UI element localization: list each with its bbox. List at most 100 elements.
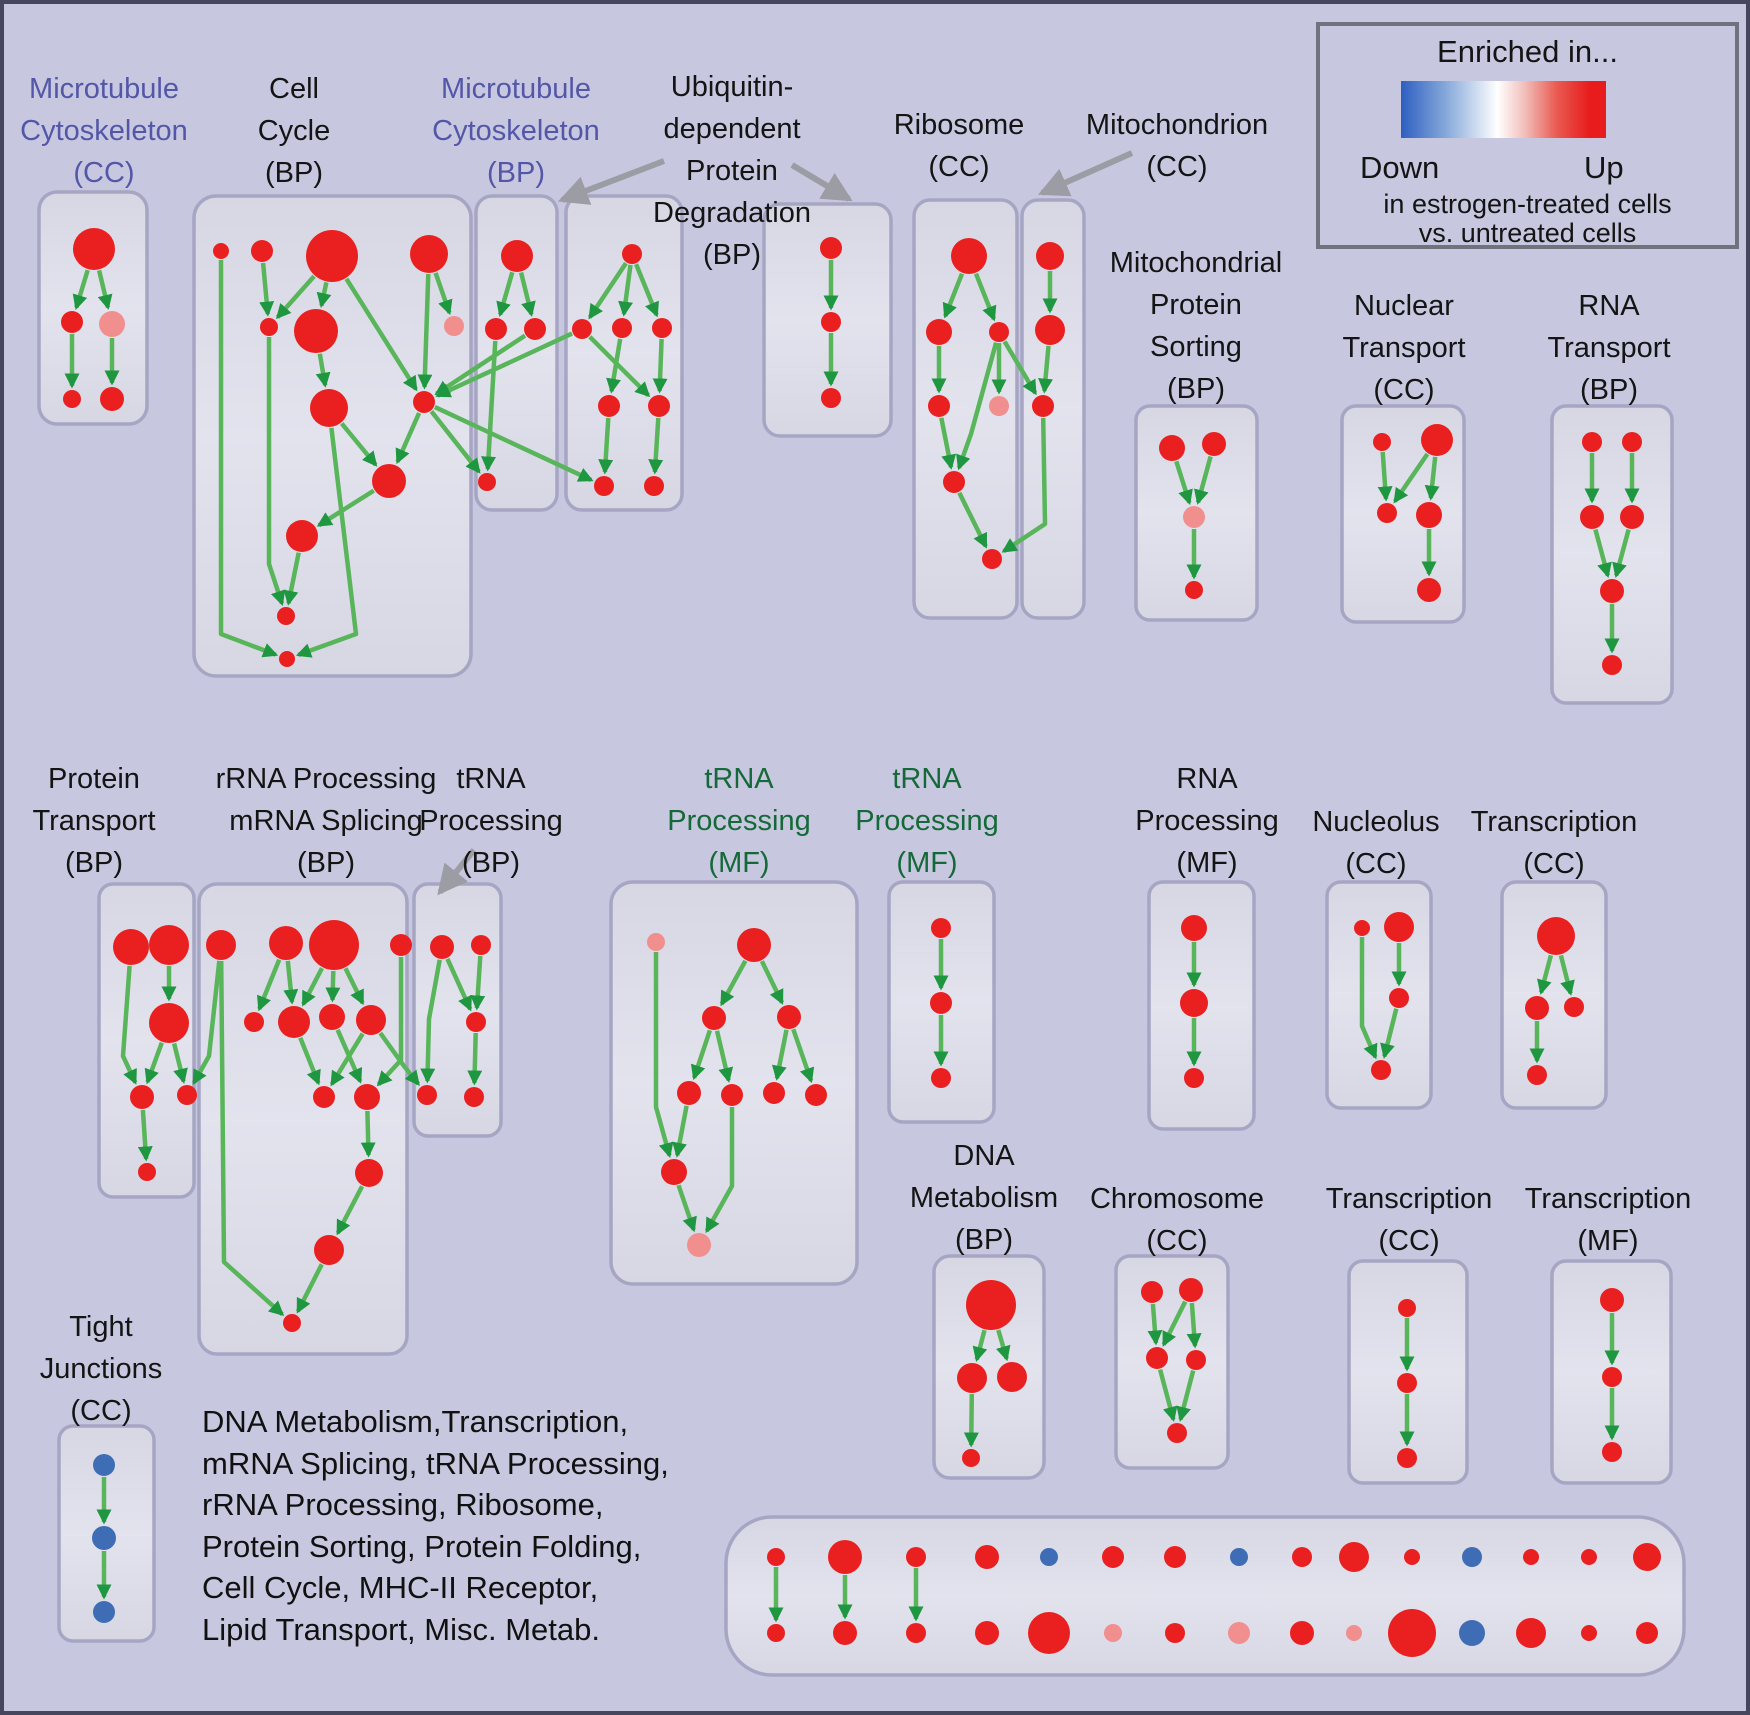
- go-term-node: [1292, 1547, 1312, 1567]
- go-term-node: [828, 1540, 862, 1574]
- go-term-node: [1388, 1609, 1436, 1657]
- edge: [1002, 340, 1038, 396]
- go-term-node: [99, 311, 125, 337]
- go-term-node: [1602, 1367, 1622, 1387]
- edge: [1157, 1369, 1178, 1422]
- go-term-node: [410, 235, 448, 273]
- label-pointer-arrow: [1038, 150, 1134, 197]
- edge: [283, 552, 301, 606]
- go-term-node: [1180, 989, 1208, 1017]
- go-term-node: [1040, 1548, 1058, 1566]
- edge: [598, 417, 614, 475]
- edge: [72, 269, 90, 310]
- label-pointer-arrow: [437, 848, 477, 896]
- edge: [652, 338, 668, 394]
- go-term-node: [430, 935, 454, 959]
- group-box-mixed-terms-strip: [724, 1515, 1686, 1677]
- go-term-node: [286, 520, 318, 552]
- go-term-node: [777, 1005, 801, 1029]
- edge: [942, 272, 965, 319]
- edge: [588, 335, 651, 398]
- edge: [496, 271, 515, 318]
- edge: [618, 264, 633, 317]
- go-term-node: [1523, 1549, 1539, 1565]
- go-term-node: [594, 476, 614, 496]
- group-box-microtubule-cytoskeleton-cc: [37, 190, 149, 426]
- go-term-node: [1035, 315, 1065, 345]
- go-term-node: [1397, 1373, 1417, 1393]
- edge: [137, 1109, 153, 1162]
- go-term-node: [805, 1084, 827, 1106]
- go-term-node: [1462, 1547, 1482, 1567]
- edge: [360, 1110, 376, 1158]
- go-term-node: [417, 1085, 437, 1105]
- go-term-node: [466, 1012, 486, 1032]
- go-term-node: [652, 318, 672, 338]
- edge: [470, 955, 486, 1011]
- group-box-rna-transport-bp: [1550, 404, 1674, 705]
- go-term-node: [309, 920, 359, 970]
- go-term-node: [61, 311, 83, 333]
- go-term-node: [130, 1085, 154, 1109]
- group-box-ubiquitin-degradation-bp-1: [564, 194, 684, 512]
- edge: [1174, 460, 1193, 506]
- go-term-node: [1580, 505, 1604, 529]
- group-box-chromosome-cc: [1114, 1254, 1230, 1470]
- edge: [335, 1185, 365, 1236]
- edge: [1194, 455, 1213, 505]
- go-term-node: [1290, 1621, 1314, 1645]
- go-term-node: [906, 1623, 926, 1643]
- edge: [144, 1041, 164, 1085]
- go-term-node: [1186, 1350, 1206, 1370]
- go-term-node: [1404, 1549, 1420, 1565]
- edge: [1380, 1008, 1399, 1059]
- go-term-node: [1230, 1548, 1248, 1566]
- edge: [690, 1029, 713, 1081]
- go-term-node: [93, 1601, 115, 1623]
- edge: [1424, 456, 1440, 501]
- go-term-node: [989, 396, 1009, 416]
- edge: [283, 960, 299, 1005]
- go-term-node: [997, 1362, 1027, 1392]
- go-term-node: [661, 1159, 687, 1185]
- go-term-node: [355, 1159, 383, 1187]
- edge: [1176, 1370, 1196, 1422]
- edge: [275, 274, 316, 320]
- edge: [939, 417, 957, 470]
- go-term-node: [1620, 505, 1644, 529]
- go-term-node: [957, 1363, 987, 1393]
- group-box-microtubule-cytoskeleton-bp: [474, 194, 559, 512]
- edge: [378, 1031, 421, 1086]
- go-term-node: [1564, 997, 1584, 1017]
- edge: [1186, 1302, 1202, 1349]
- edge: [191, 960, 222, 1085]
- legend-down-label: Down: [1360, 150, 1440, 185]
- legend-subtitle-2: vs. untreated cells: [1418, 218, 1637, 248]
- edge: [1612, 528, 1631, 579]
- legend-gradient-bar: [1401, 81, 1606, 138]
- edge: [1359, 937, 1378, 1060]
- go-term-node: [943, 471, 965, 493]
- edge: [266, 337, 286, 606]
- edge: [315, 353, 331, 388]
- go-term-node: [975, 1621, 999, 1645]
- edge: [218, 960, 285, 1316]
- go-term-node: [598, 395, 620, 417]
- go-term-node: [767, 1548, 785, 1566]
- go-term-node: [820, 237, 842, 259]
- go-term-node: [213, 243, 229, 259]
- go-term-node: [1184, 1068, 1204, 1088]
- go-term-node: [930, 992, 952, 1014]
- go-term-node: [1602, 1442, 1622, 1462]
- edge: [325, 970, 341, 1003]
- legend: Enriched in... Down Up in estrogen-treat…: [1316, 22, 1739, 249]
- go-term-node: [1459, 1620, 1485, 1646]
- edge: [1001, 417, 1048, 554]
- go-term-node: [93, 1454, 115, 1476]
- go-term-node: [310, 389, 348, 427]
- go-term-node: [982, 549, 1002, 569]
- go-term-node: [1633, 1543, 1661, 1571]
- go-term-node: [390, 934, 412, 956]
- go-term-node: [1622, 432, 1642, 452]
- go-term-node: [1346, 1625, 1362, 1641]
